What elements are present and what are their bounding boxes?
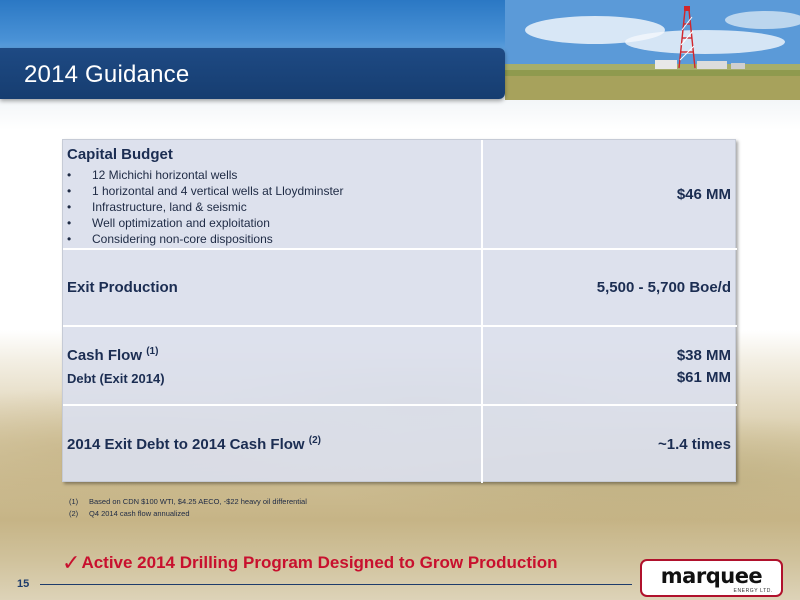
debt-label: Debt (Exit 2014) — [67, 371, 165, 386]
company-logo: marquee ENERGY LTD. — [640, 559, 783, 597]
footnote: (2) Q4 2014 cash flow annualized — [69, 509, 190, 518]
list-item: • 1 horizontal and 4 vertical wells at Ll… — [67, 184, 344, 198]
cash-flow-label: Cash Flow — [67, 347, 143, 364]
footnote-ref: (2) — [308, 435, 321, 446]
tagline-text: Active 2014 Drilling Program Designed to… — [81, 553, 558, 572]
debt-ratio-value: ~1.4 times — [658, 436, 731, 453]
exit-production-cell: Exit Production — [63, 250, 481, 325]
capital-budget-value: $46 MM — [676, 186, 731, 203]
title-banner — [0, 48, 505, 99]
list-item: • 12 Michichi horizontal wells — [67, 168, 238, 182]
guidance-table: Capital Budget • 12 Michichi horizontal w… — [62, 139, 737, 483]
logo-wordmark: marquee — [660, 564, 763, 588]
drilling-rig-image — [505, 0, 800, 100]
table-row: Exit Production 5,500 - 5,700 Boe/d — [63, 248, 737, 325]
logo-subtitle: ENERGY LTD. — [733, 588, 773, 594]
table-row: 2014 Exit Debt to 2014 Cash Flow (2) ~1.… — [63, 404, 737, 483]
exit-production-value-cell: 5,500 - 5,700 Boe/d — [481, 250, 737, 325]
debt-value: $61 MM — [676, 369, 731, 386]
checkmark-icon: ✓ — [62, 550, 81, 575]
exit-production-value: 5,500 - 5,700 Boe/d — [596, 279, 731, 296]
cash-flow-label-line: Cash Flow (1) — [67, 346, 159, 365]
table-row: Capital Budget • 12 Michichi horizontal w… — [63, 140, 737, 248]
debt-ratio-cell: 2014 Exit Debt to 2014 Cash Flow (2) — [63, 406, 481, 483]
capital-budget-list: • 12 Michichi horizontal wells • 1 horizon… — [67, 167, 477, 247]
capital-budget-cell: Capital Budget • 12 Michichi horizontal w… — [63, 140, 481, 248]
table-row: Cash Flow (1) Debt (Exit 2014) $38 MM $6… — [63, 325, 737, 404]
debt-ratio-label-line: 2014 Exit Debt to 2014 Cash Flow (2) — [67, 435, 321, 454]
debt-ratio-label: 2014 Exit Debt to 2014 Cash Flow — [67, 436, 305, 453]
cash-flow-value: $38 MM — [676, 347, 731, 364]
footnotes: (1) Based on CDN $100 WTI, $4.25 AECO, -$… — [69, 496, 307, 520]
cash-flow-value-cell: $38 MM $61 MM — [481, 327, 737, 404]
tagline: ✓Active 2014 Drilling Program Designed t… — [62, 550, 558, 576]
list-item: • Considering non-core dispositions — [67, 232, 273, 246]
list-item: • Infrastructure, land & seismic — [67, 200, 247, 214]
capital-budget-value-cell: $46 MM — [481, 140, 737, 248]
footnote-ref: (1) — [146, 346, 159, 357]
list-item: • Well optimization and exploitation — [67, 216, 270, 230]
page-number: 15 — [17, 578, 30, 590]
footer-divider — [40, 584, 632, 585]
page-title: 2014 Guidance — [24, 61, 190, 88]
debt-ratio-value-cell: ~1.4 times — [481, 406, 737, 483]
exit-production-label: Exit Production — [67, 279, 178, 296]
footnote: (1) Based on CDN $100 WTI, $4.25 AECO, -$… — [69, 497, 307, 506]
cash-flow-cell: Cash Flow (1) Debt (Exit 2014) — [63, 327, 481, 404]
capital-budget-label: Capital Budget — [67, 146, 173, 163]
